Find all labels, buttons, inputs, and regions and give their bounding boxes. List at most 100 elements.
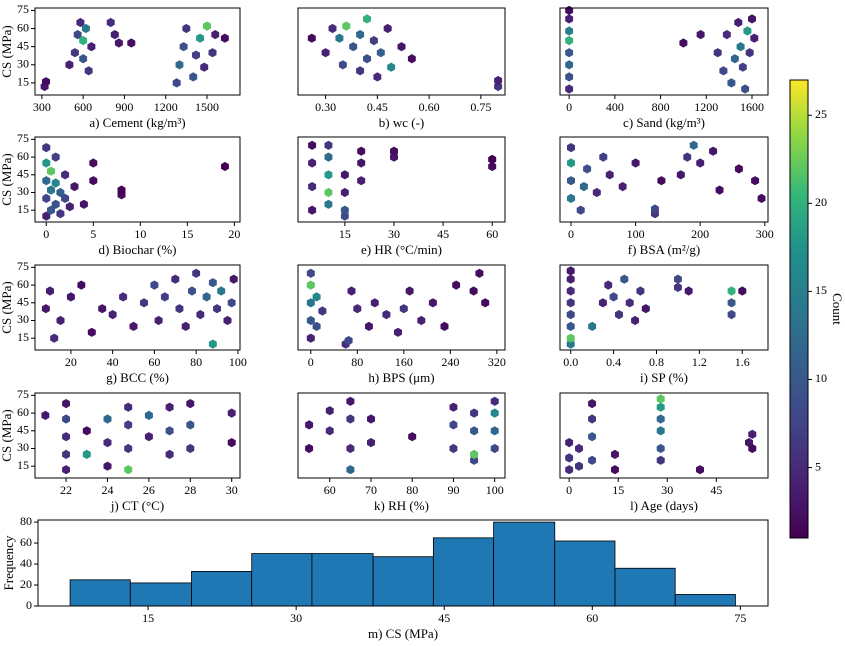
hex-cell xyxy=(186,399,195,409)
hex-cell xyxy=(124,465,133,475)
y-tick-label: 15 xyxy=(17,458,29,472)
hex-cell xyxy=(340,211,349,221)
hex-cell xyxy=(565,438,574,448)
histogram-bar xyxy=(129,582,192,607)
histogram-bar xyxy=(69,579,131,607)
hex-cell xyxy=(140,298,148,308)
histogram-bar xyxy=(191,570,253,607)
hex-cell xyxy=(42,143,51,153)
plot-frame xyxy=(297,392,506,479)
hex-cell xyxy=(696,465,704,475)
hex-cell xyxy=(373,72,382,82)
x-tick-label: 400 xyxy=(606,100,624,114)
hex-cell xyxy=(181,321,190,331)
x-tick-label: 1500 xyxy=(195,100,219,114)
hex-cell xyxy=(588,321,597,331)
hex-cell xyxy=(428,298,437,308)
hex-cell xyxy=(565,72,574,82)
hex-cell xyxy=(175,60,184,70)
hex-cell xyxy=(605,170,614,180)
hex-cell xyxy=(722,30,731,40)
hex-cell xyxy=(51,152,60,162)
hex-cell xyxy=(611,465,619,475)
hex-cell xyxy=(408,432,417,442)
hex-cell xyxy=(87,42,96,52)
hex-cell xyxy=(42,176,51,186)
hex-cell xyxy=(308,182,317,192)
x-tick-label: 22 xyxy=(60,483,72,497)
x-tick-label: 60 xyxy=(148,355,160,369)
y-tick-label: 60 xyxy=(17,405,29,419)
y-tick-label: 75 xyxy=(17,259,29,273)
hex-cell xyxy=(405,286,414,296)
hex-cell xyxy=(494,81,503,92)
hex-cell xyxy=(674,274,682,284)
y-tick-label: 80 xyxy=(20,514,32,528)
hex-cell xyxy=(709,146,718,156)
hex-cell xyxy=(87,327,96,337)
hex-cell xyxy=(566,339,575,349)
x-tick-label: 60 xyxy=(486,227,498,241)
y-tick-label: 45 xyxy=(17,167,29,181)
x-axis-label: f) BSA (m²/g) xyxy=(628,242,701,257)
colorbar-tick-label: 5 xyxy=(815,459,821,473)
plot-frame xyxy=(559,136,769,223)
hex-cell xyxy=(221,161,229,172)
hex-cell xyxy=(208,278,217,288)
hex-cell xyxy=(70,48,79,58)
hex-cell xyxy=(41,304,50,314)
hex-cell xyxy=(363,14,371,24)
hex-cell xyxy=(196,310,205,320)
hex-cell xyxy=(683,152,692,162)
y-tick-label: 45 xyxy=(17,295,29,309)
y-tick-label: 30 xyxy=(17,57,29,71)
hex-cell xyxy=(566,310,575,320)
hex-cell xyxy=(609,292,618,302)
y-tick-label: 20 xyxy=(20,577,32,591)
hex-cell xyxy=(365,321,373,331)
x-tick-label: 60 xyxy=(586,611,598,625)
hex-cell xyxy=(369,36,378,46)
x-tick-label: 900 xyxy=(115,100,133,114)
x-tick-label: 10 xyxy=(134,227,146,241)
hex-cell xyxy=(565,36,574,46)
hex-cell xyxy=(566,266,575,276)
y-tick-label: 15 xyxy=(17,202,29,216)
x-tick-label: 0.8 xyxy=(649,355,664,369)
x-tick-label: 80 xyxy=(190,355,202,369)
hex-cell xyxy=(636,286,645,296)
hex-cell xyxy=(730,54,739,64)
hex-cell xyxy=(383,23,392,34)
hex-cell xyxy=(213,304,221,314)
hex-cell xyxy=(470,426,479,436)
hex-cell xyxy=(340,187,349,198)
hex-cell xyxy=(657,176,666,186)
hex-cell xyxy=(488,154,497,164)
hex-cell xyxy=(684,286,693,296)
hex-cell xyxy=(407,54,416,64)
hex-cell xyxy=(370,298,379,308)
hex-cell xyxy=(321,48,330,58)
hex-cell xyxy=(229,274,238,284)
x-tick-label: 40 xyxy=(107,355,119,369)
x-axis-label: a) Cement (kg/m³) xyxy=(89,115,185,130)
x-tick-label: 45 xyxy=(710,483,722,497)
x-tick-label: 45 xyxy=(438,611,450,625)
hex-cell xyxy=(306,298,315,308)
hex-cell xyxy=(84,66,93,76)
hex-cell xyxy=(340,205,349,215)
y-axis-label: Frequency xyxy=(1,535,16,590)
hex-cell xyxy=(625,298,634,308)
hex-cell xyxy=(567,176,575,186)
hex-cell xyxy=(77,280,86,290)
hex-cell xyxy=(342,21,351,31)
x-tick-label: 0.4 xyxy=(606,355,621,369)
hex-cell xyxy=(490,408,499,418)
plot-frame xyxy=(297,264,506,351)
hex-cell xyxy=(734,164,743,174)
hex-cell xyxy=(186,420,195,430)
hex-cell xyxy=(165,449,174,459)
hex-cell xyxy=(390,152,398,162)
hex-cell xyxy=(73,30,82,40)
